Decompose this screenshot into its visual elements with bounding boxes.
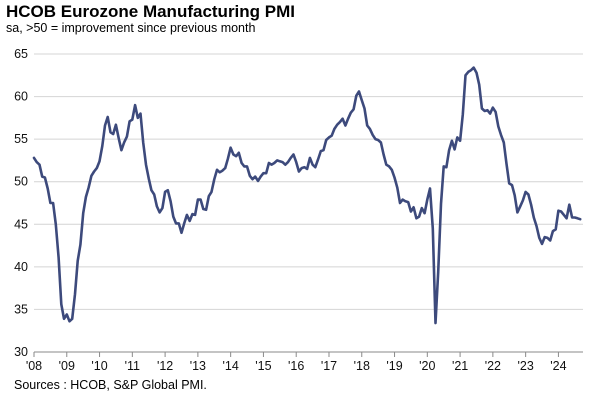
x-tick-label: '14: [223, 359, 239, 373]
x-tick-label: '13: [190, 359, 206, 373]
x-tick-label: '16: [288, 359, 304, 373]
x-tick-label: '08: [26, 359, 42, 373]
x-tick-label: '21: [452, 359, 468, 373]
x-tick-label: '09: [59, 359, 75, 373]
x-tick-label: '12: [157, 359, 173, 373]
gridlines: [34, 53, 583, 310]
x-tick-label: '18: [354, 359, 370, 373]
y-tick-label: 35: [14, 302, 28, 316]
chart-title: HCOB Eurozone Manufacturing PMI: [6, 2, 295, 21]
x-tick-label: '17: [321, 359, 337, 373]
x-tick-label: '19: [386, 359, 402, 373]
y-tick-label: 40: [14, 260, 28, 274]
y-tick-label: 60: [14, 90, 28, 104]
y-tick-label: 45: [14, 217, 28, 231]
chart-subtitle: sa, >50 = improvement since previous mon…: [6, 21, 256, 35]
y-tick-labels: 30 35 40 45 50 55 60 65: [14, 47, 28, 359]
x-tick-label: '24: [550, 359, 566, 373]
x-tick-label: '22: [485, 359, 501, 373]
x-tick-label: '20: [419, 359, 435, 373]
x-tick-label: '10: [91, 359, 107, 373]
x-tick-label: '15: [255, 359, 271, 373]
x-tick-label: '23: [517, 359, 533, 373]
x-tick-label: '11: [125, 359, 140, 373]
y-tick-label: 50: [14, 175, 28, 189]
axes: [33, 351, 583, 357]
y-tick-label: 30: [14, 345, 28, 359]
y-tick-label: 65: [14, 47, 28, 61]
y-tick-label: 55: [14, 132, 28, 146]
series-line-0: [32, 66, 582, 325]
x-tick-labels: '08 '09 '10 '11 '12 '13 '14 '15 '16 '17 '18 '19 '20 '…: [26, 359, 567, 373]
series-lines: [32, 66, 582, 325]
source-note: Sources : HCOB, S&P Global PMI.: [14, 378, 207, 392]
